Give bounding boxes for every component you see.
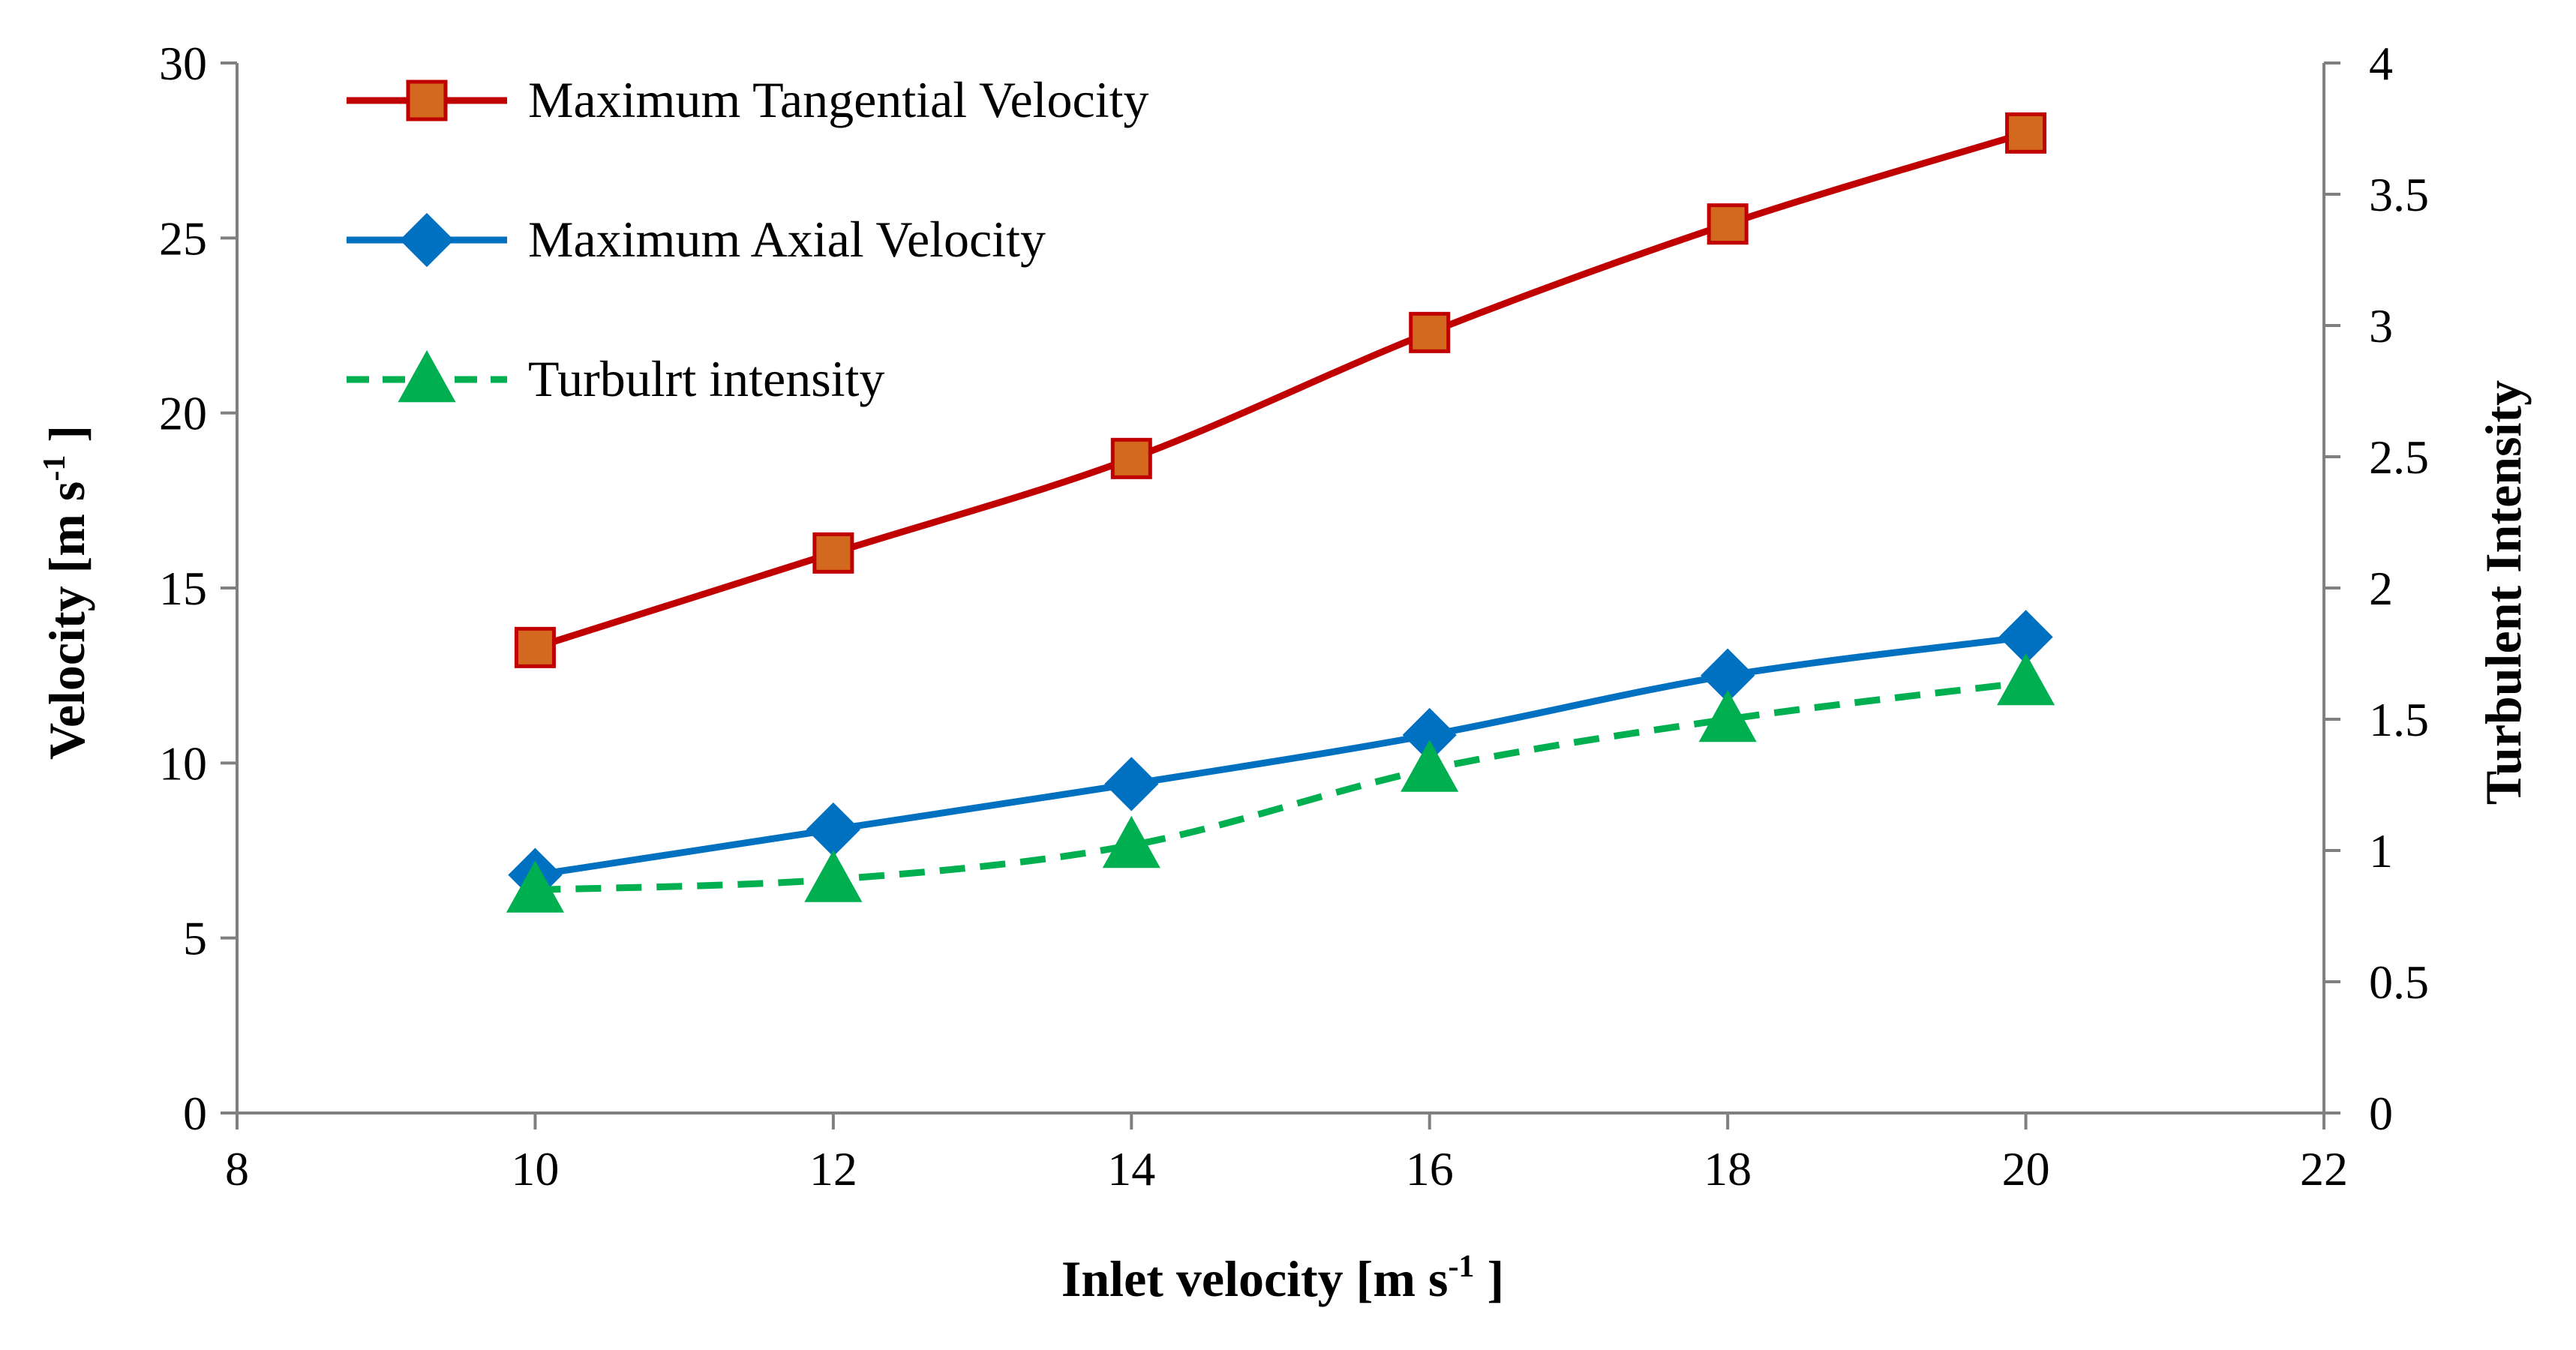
data-point (812, 532, 854, 574)
y-left-tick-label: 5 (183, 912, 207, 965)
y-left-tick-label: 25 (159, 212, 207, 265)
legend-item: Maximum Axial Velocity (347, 211, 1046, 268)
legend-label: Turbulrt intensity (528, 350, 884, 407)
data-point (1409, 311, 1451, 353)
data-point (1698, 689, 1757, 742)
x-tick-label: 18 (1704, 1142, 1752, 1196)
y-right-tick-label: 3 (2369, 299, 2393, 352)
y-left-tick-label: 0 (183, 1087, 207, 1140)
x-tick-label: 8 (225, 1142, 249, 1196)
y-axis-left-title: Velocity [m s-1 ] (38, 425, 95, 760)
x-tick-label: 20 (2002, 1142, 2050, 1196)
data-point (1102, 815, 1160, 868)
x-tick-label: 12 (809, 1142, 857, 1196)
legend-marker (399, 212, 455, 268)
y-right-tick-label: 1.5 (2369, 693, 2429, 746)
y-right-tick-label: 4 (2369, 37, 2393, 90)
y-left-tick-label: 15 (159, 562, 207, 615)
y-right-tick-label: 2 (2369, 562, 2393, 615)
data-point (1110, 437, 1152, 479)
x-tick-label: 14 (1107, 1142, 1155, 1196)
y-axis-right-title: Turbulent Intensity (2475, 380, 2532, 805)
legend-item: Maximum Tangential Velocity (347, 71, 1149, 128)
x-tick-label: 16 (1406, 1142, 1454, 1196)
axes (221, 62, 2340, 1130)
y-right-tick-label: 1 (2369, 824, 2393, 878)
legend-marker (406, 80, 448, 122)
x-tick-label: 22 (2300, 1142, 2348, 1196)
data-point (1707, 203, 1749, 245)
legend-item: Turbulrt intensity (347, 350, 884, 407)
x-tick-label: 10 (511, 1142, 559, 1196)
series-line (534, 130, 2027, 651)
legend: Maximum Tangential Velocity Maximum Axial… (347, 71, 1149, 407)
data-point (1104, 757, 1159, 812)
series-2 (506, 652, 2055, 913)
data-point (1997, 652, 2055, 706)
y-right-tick-label: 0 (2369, 1087, 2393, 1140)
data-point (514, 626, 556, 668)
legend-marker (398, 350, 456, 403)
y-right-tick-label: 3.5 (2369, 168, 2429, 221)
data-point (506, 860, 564, 913)
data-point (2005, 112, 2047, 154)
legend-label: Maximum Tangential Velocity (528, 71, 1149, 128)
tick-labels: 8 10 12 14 16 18 20 22 0 5 10 15 20 25 30 0 0.5 1 1.5 2 2.5 3… (159, 37, 2429, 1196)
y-left-tick-label: 20 (159, 387, 207, 440)
series-layer (506, 112, 2055, 913)
y-right-tick-label: 2.5 (2369, 430, 2429, 484)
y-left-tick-label: 10 (159, 736, 207, 790)
series-1 (508, 610, 2053, 902)
legend-label: Maximum Axial Velocity (528, 211, 1046, 268)
data-point (1401, 740, 1459, 792)
series-line (535, 679, 2027, 893)
x-axis-title: Inlet velocity [m s-1 ] (1061, 1250, 1504, 1307)
series-0 (514, 112, 2047, 668)
series-line (534, 633, 2027, 879)
y-right-tick-label: 0.5 (2369, 956, 2429, 1009)
data-point (806, 802, 860, 857)
y-left-tick-label: 30 (159, 37, 207, 90)
data-point (804, 850, 863, 902)
